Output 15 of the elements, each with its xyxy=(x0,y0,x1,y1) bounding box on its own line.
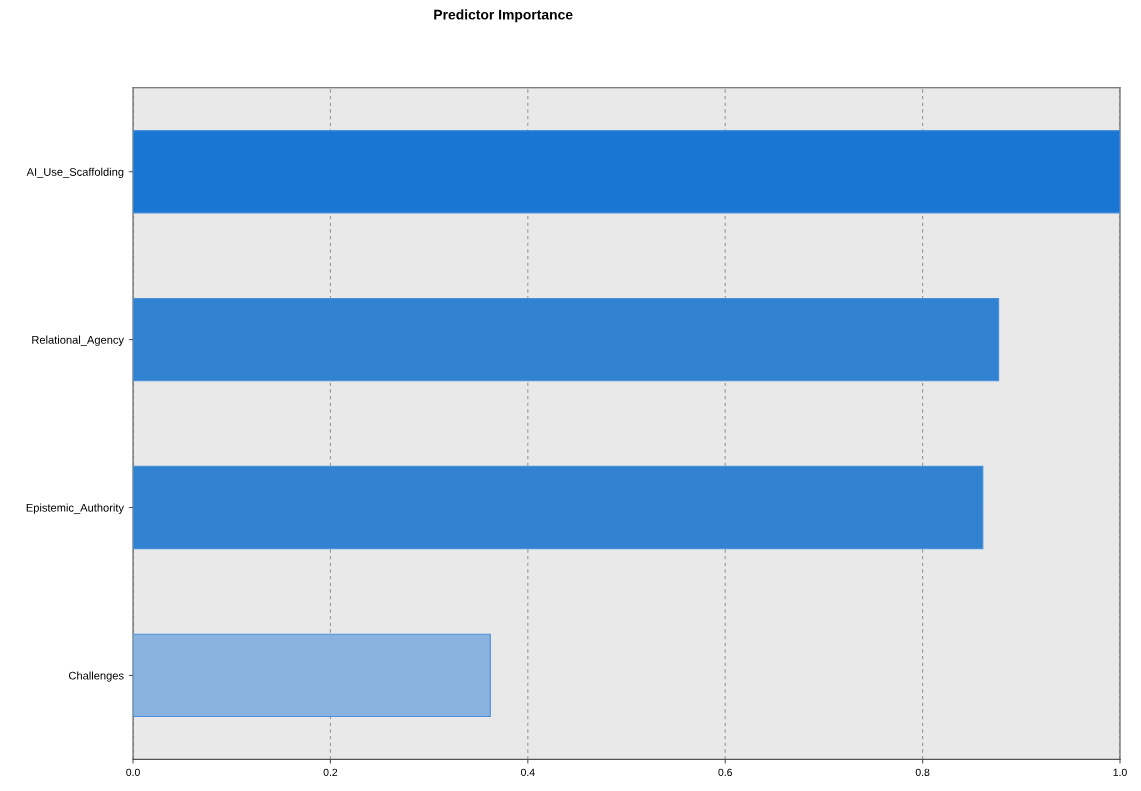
y-tick-label: AI_Use_Scaffolding xyxy=(26,167,124,179)
y-tick-label: Epistemic_Authority xyxy=(26,503,124,514)
x-tick-label: 0.8 xyxy=(915,768,930,777)
x-tick-label: 0.4 xyxy=(520,768,535,777)
x-tick-label: 0.0 xyxy=(126,768,140,777)
x-tick-label: 0.2 xyxy=(323,768,338,777)
bar xyxy=(133,297,1000,382)
bar xyxy=(133,130,1121,214)
x-tick-label: 0.6 xyxy=(718,768,732,777)
bar xyxy=(133,465,984,550)
y-tick-label: Challenges xyxy=(68,671,124,682)
x-tick-label: 1.0 xyxy=(1113,768,1127,777)
bar xyxy=(133,633,491,718)
y-tick-label: Relational_Agency xyxy=(32,335,124,346)
chart-title: Predictor Importance xyxy=(434,9,573,23)
